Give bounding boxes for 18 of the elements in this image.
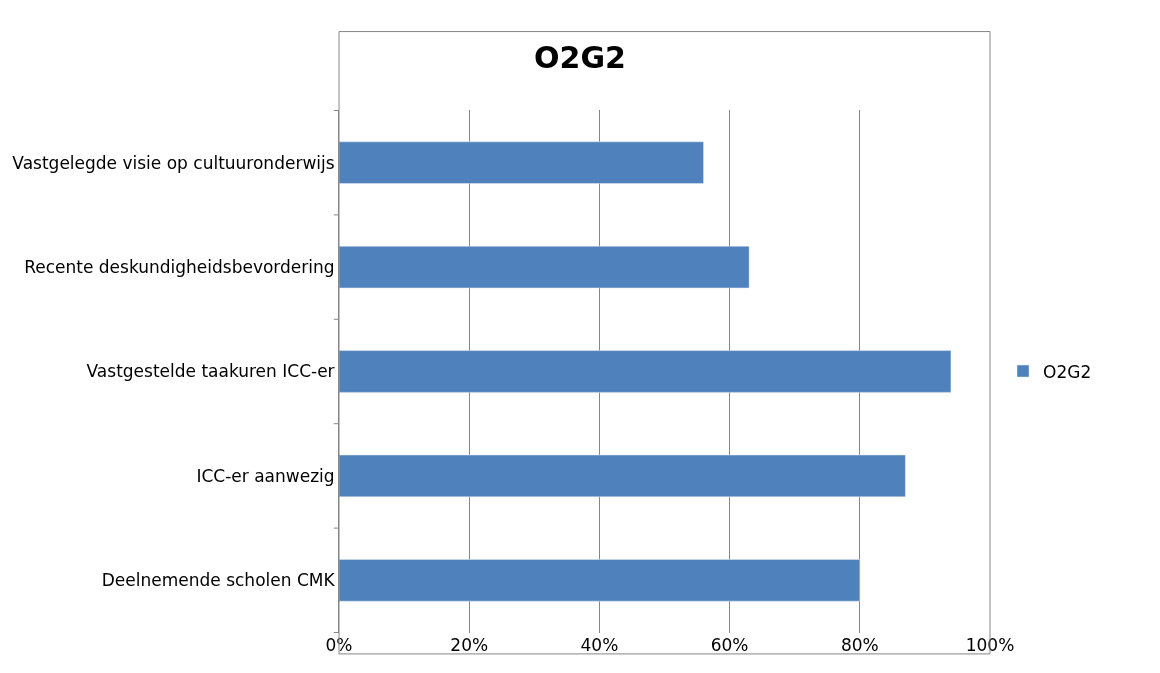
- bar: [339, 454, 906, 498]
- y-tick-label: Deelnemende scholen CMK: [101, 570, 336, 591]
- y-tick-label: Vastgestelde taakuren ICC-er: [86, 361, 335, 382]
- legend-label: O2G2: [1043, 361, 1092, 382]
- bar: [339, 245, 750, 289]
- x-tick-label: 0%: [325, 635, 353, 655]
- chart-title: O2G2: [534, 40, 626, 76]
- y-tick-label: Vastgelegde visie op cultuuronderwijs: [12, 152, 335, 173]
- x-tick-label: 80%: [840, 635, 879, 655]
- bar: [339, 141, 704, 184]
- x-tick-label: 20%: [450, 635, 489, 655]
- x-tick-label: 60%: [710, 635, 749, 655]
- y-tick-label: Recente deskundigheidsbevordering: [24, 257, 335, 278]
- bar: [339, 350, 952, 393]
- x-tick-label: 40%: [580, 635, 619, 655]
- y-tick-label: ICC-er aanwezig: [196, 465, 335, 486]
- x-tick-label: 100%: [965, 635, 1015, 655]
- bar: [339, 559, 861, 602]
